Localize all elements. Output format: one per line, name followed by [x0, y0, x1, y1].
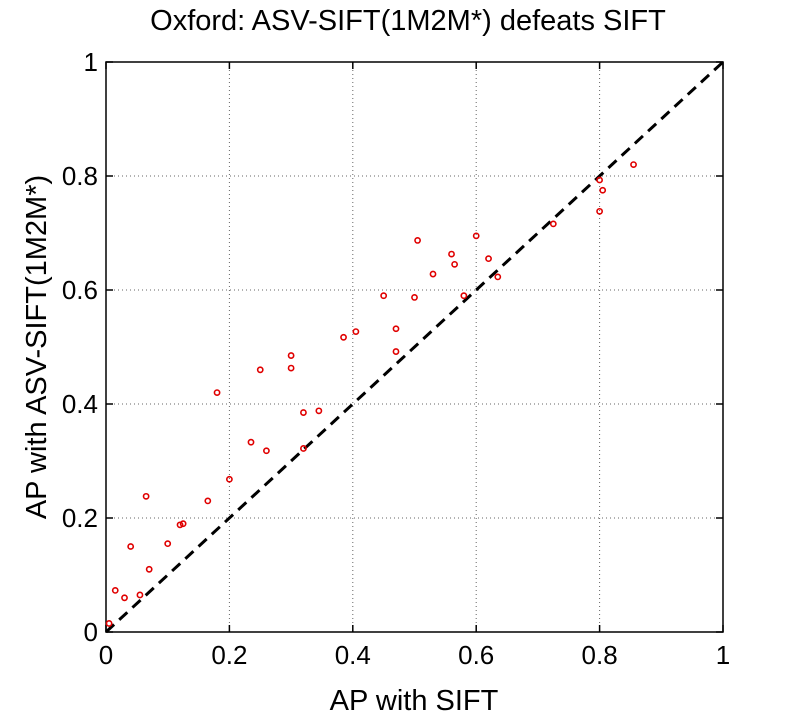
x-tick-label: 1	[716, 640, 730, 670]
data-point	[204, 497, 212, 505]
data-point	[392, 325, 400, 333]
data-point	[136, 591, 144, 599]
data-point	[392, 348, 400, 355]
data-point	[451, 260, 459, 268]
chart-title: Oxford: ASV-SIFT(1M2M*) defeats SIFT	[150, 5, 666, 37]
y-tick-label: 0.4	[62, 389, 98, 419]
y-tick-label: 0.8	[62, 161, 98, 191]
data-point	[472, 232, 480, 240]
y-tick-label: 1	[84, 47, 98, 77]
y-tick-label: 0	[84, 617, 98, 647]
data-point	[494, 273, 502, 281]
data-point	[411, 294, 418, 301]
data-point	[105, 620, 113, 627]
data-point	[256, 366, 264, 374]
data-point	[145, 565, 153, 573]
y-axis-label: AP with ASV-SIFT(1M2M*)	[21, 175, 53, 519]
data-point	[225, 475, 233, 483]
data-point	[213, 389, 221, 396]
data-point	[164, 540, 172, 548]
data-point	[414, 237, 421, 244]
x-tick-label: 0.4	[335, 640, 371, 670]
data-point	[247, 438, 255, 446]
y-tick-label: 0.2	[62, 503, 98, 533]
data-point	[352, 328, 360, 336]
data-point	[315, 407, 323, 415]
data-point	[549, 220, 557, 228]
data-point	[111, 586, 119, 594]
data-point	[287, 364, 295, 372]
data-point	[448, 250, 455, 258]
data-point	[121, 594, 128, 602]
data-point	[340, 333, 347, 341]
data-point	[630, 161, 637, 168]
data-points	[105, 161, 637, 627]
data-point	[142, 492, 150, 500]
x-tick-label: 0.6	[458, 640, 494, 670]
data-point	[380, 292, 388, 300]
data-point	[176, 521, 184, 529]
grid-lines	[106, 62, 723, 632]
data-point	[460, 292, 468, 300]
data-point	[596, 176, 603, 184]
reference-diagonal-line	[104, 60, 725, 634]
x-tick-label: 0.8	[582, 640, 618, 670]
data-point	[263, 447, 270, 455]
data-point	[599, 186, 607, 194]
x-axis-label: AP with SIFT	[330, 685, 499, 717]
data-point	[596, 207, 603, 215]
data-point	[485, 255, 492, 263]
data-point	[287, 352, 295, 359]
data-point	[127, 543, 135, 550]
data-point	[429, 270, 437, 278]
x-tick-label: 0.2	[211, 640, 247, 670]
data-point	[300, 445, 307, 452]
plot-frame	[105, 61, 724, 633]
x-tick-label: 0	[99, 640, 113, 670]
data-point	[179, 520, 187, 528]
y-tick-label: 0.6	[62, 275, 98, 305]
data-point	[300, 409, 307, 416]
axis-ticks: 0 0.2 0.4 0.6 0.8 1 0 0.2 0.4 0.6 0.8 1	[62, 47, 730, 670]
